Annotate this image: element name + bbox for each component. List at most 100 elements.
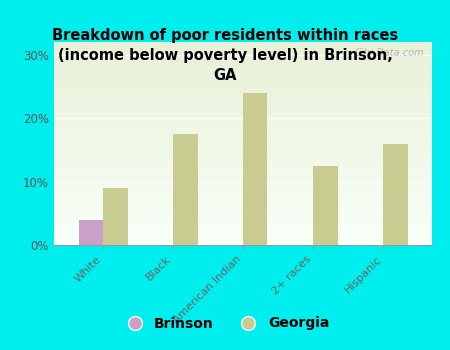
Bar (54, 85, 432, 86)
Bar (54, 177, 432, 178)
Bar (54, 241, 432, 242)
Bar (54, 207, 432, 208)
Bar (54, 232, 432, 233)
Bar (54, 46, 432, 47)
Bar (54, 112, 432, 113)
Bar (54, 135, 432, 137)
Bar (103, 188, 127, 245)
Bar (54, 94, 432, 95)
Bar (54, 144, 432, 145)
Bar (54, 120, 432, 121)
Bar (54, 64, 432, 65)
Bar (54, 56, 432, 57)
Bar (54, 201, 432, 202)
Bar (54, 204, 432, 205)
Bar (54, 98, 432, 99)
Bar (54, 203, 432, 204)
Bar (54, 220, 432, 221)
Bar (54, 96, 432, 97)
Bar (54, 65, 432, 66)
Bar (54, 237, 432, 238)
Bar (54, 126, 432, 127)
Bar (54, 131, 432, 132)
Bar (54, 57, 432, 58)
Bar (54, 206, 432, 207)
Bar (54, 97, 432, 98)
Bar (54, 200, 432, 201)
Bar (54, 164, 432, 165)
Bar (54, 118, 432, 119)
Bar (54, 187, 432, 188)
Bar (54, 125, 432, 126)
Bar (54, 234, 432, 235)
Bar (54, 175, 432, 176)
Bar (54, 117, 432, 118)
Bar (54, 173, 432, 174)
Bar (54, 103, 432, 104)
Bar (54, 101, 432, 102)
Bar (54, 161, 432, 162)
Bar (54, 239, 432, 240)
Bar (54, 238, 432, 239)
Bar (54, 54, 432, 55)
Bar (54, 243, 432, 244)
Bar (54, 219, 432, 220)
Bar (54, 152, 432, 153)
Bar (54, 189, 432, 190)
Bar (54, 215, 432, 216)
Bar (54, 111, 432, 112)
Bar (54, 233, 432, 234)
Bar (54, 179, 432, 180)
Bar (54, 89, 432, 90)
Bar (54, 138, 432, 139)
Bar (54, 78, 432, 79)
Bar (54, 124, 432, 125)
Bar (54, 170, 432, 171)
Bar (54, 43, 432, 44)
Bar (54, 213, 432, 214)
Bar (54, 100, 432, 101)
Bar (54, 134, 432, 135)
Legend: Brinson, Georgia: Brinson, Georgia (115, 311, 335, 336)
Bar (54, 231, 432, 232)
Bar (54, 205, 432, 206)
Bar (54, 68, 432, 69)
Bar (54, 115, 432, 116)
Bar (54, 71, 432, 72)
Bar (54, 108, 432, 110)
Bar (54, 196, 432, 197)
Bar (54, 172, 432, 173)
Bar (54, 197, 432, 198)
Bar (54, 140, 432, 141)
Bar (54, 154, 432, 155)
Bar (54, 210, 432, 211)
Bar (54, 92, 432, 93)
Bar (54, 149, 432, 150)
Bar (54, 157, 432, 158)
Bar (54, 137, 432, 138)
Bar (54, 166, 432, 167)
Bar (54, 133, 432, 134)
Bar (54, 139, 432, 140)
Bar (54, 195, 432, 196)
Bar (54, 99, 432, 100)
Bar (54, 79, 432, 80)
Bar (78, 220, 103, 245)
Bar (54, 69, 432, 70)
Bar (54, 242, 432, 243)
Bar (54, 169, 432, 170)
Bar (54, 86, 432, 87)
Bar (54, 47, 432, 48)
Bar (54, 122, 432, 123)
Bar (54, 236, 432, 237)
Bar (54, 222, 432, 223)
Bar (54, 80, 432, 81)
Bar (243, 93, 267, 245)
Bar (54, 244, 432, 245)
Bar (54, 182, 432, 183)
Bar (54, 127, 432, 128)
Bar (54, 216, 432, 217)
Bar (54, 44, 432, 45)
Bar (54, 88, 432, 89)
Text: City-Data.com: City-Data.com (355, 48, 424, 58)
